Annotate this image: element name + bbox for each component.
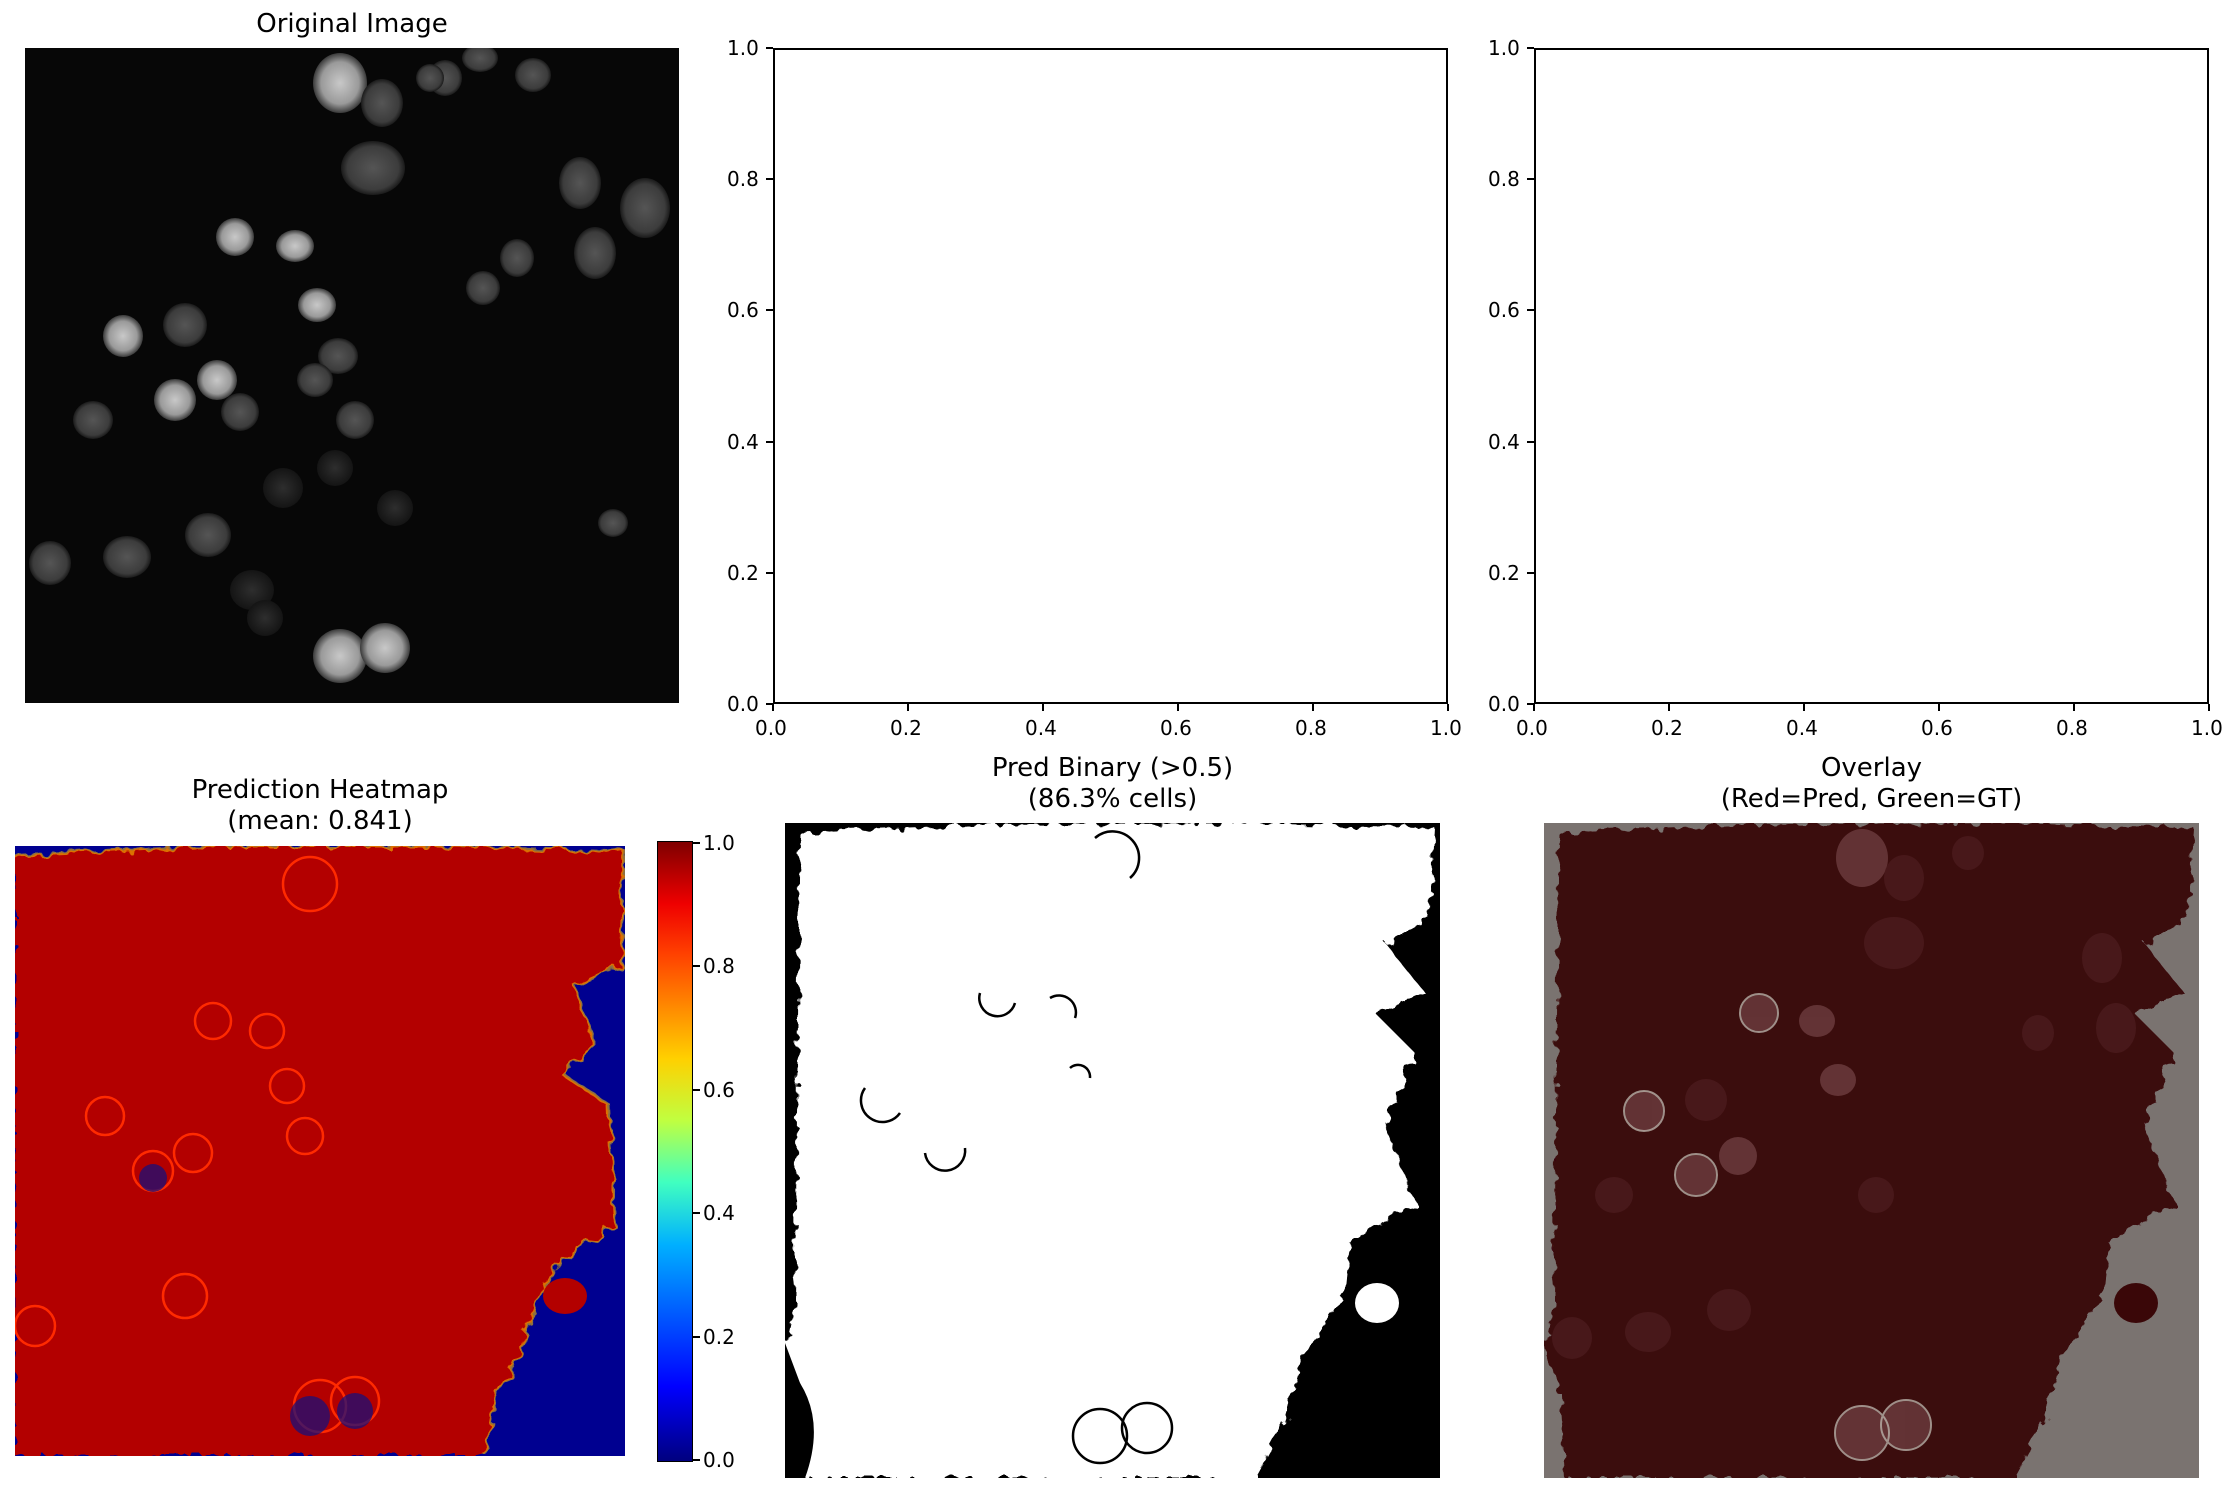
- axes1-ytick-label: 0.2: [727, 560, 759, 585]
- axes2-xtick-label: 0.4: [1786, 716, 1818, 740]
- axes1-ytick-mark: [766, 440, 773, 443]
- colorbar-tick-label: 0.0: [703, 1448, 735, 1472]
- colorbar-tick-label: 0.4: [703, 1201, 735, 1226]
- colorbar-tick-label: 1.0: [703, 831, 735, 855]
- heatmap-subtitle: (mean: 0.841): [227, 806, 413, 836]
- binary-foreground: [785, 823, 1435, 1478]
- heatmap-high-region: [15, 846, 625, 1456]
- axes2-xtick-label: 0.0: [1516, 716, 1548, 740]
- binary-regions: [785, 823, 1435, 1478]
- axes1-xtick-label: 0.6: [1160, 716, 1192, 740]
- binary-holes: [859, 830, 1174, 1465]
- axes1-ytick-label: 0.0: [727, 692, 759, 716]
- axes1-ytick-label: 0.4: [727, 429, 759, 454]
- overlay-regions: [1544, 823, 2194, 1478]
- axes1-ytick-mark: [766, 178, 773, 181]
- nuclei-bright: [103, 53, 410, 683]
- axes1-xtick-label: 0.4: [1025, 716, 1057, 740]
- axes2-xtick-mark: [1803, 704, 1805, 711]
- axes1-xtick-mark: [1447, 704, 1449, 711]
- axes2-ytick-label: 0.6: [1488, 298, 1520, 323]
- pred-binary-image: [785, 823, 1440, 1478]
- overlay-nuclei-dim: [1552, 836, 2136, 1359]
- colorbar-tick-label: 0.2: [703, 1324, 735, 1349]
- axes1-xtick-mark: [907, 704, 909, 711]
- colorbar-tick-label: 0.8: [703, 954, 735, 979]
- axes2-ytick-mark: [1527, 47, 1534, 49]
- overlay-gt-rings: [1623, 993, 1932, 1461]
- nuclei-dim: [29, 48, 670, 585]
- axes2-ytick-label: 0.4: [1488, 429, 1520, 454]
- axes2-ytick-label: 1.0: [1488, 36, 1520, 60]
- axes1-ytick-label: 1.0: [727, 36, 759, 60]
- colorbar-tick-mark: [693, 1088, 700, 1091]
- axes1-ytick-mark: [766, 571, 773, 574]
- axes1-xtick-label: 0.2: [890, 716, 922, 740]
- axes2-ytick-mark: [1527, 309, 1534, 312]
- colorbar-tick-label: 0.6: [703, 1077, 735, 1102]
- nuclei-faint: [230, 450, 413, 636]
- axes2-xtick-mark: [1668, 704, 1670, 711]
- overlay-title: Overlay: [1820, 753, 1923, 783]
- axes2-ytick-label: 0.0: [1488, 692, 1520, 716]
- overlay-pred-region: [1544, 823, 2194, 1478]
- colorbar-tick-mark: [693, 1212, 700, 1215]
- axes1-ytick-mark: [766, 47, 773, 49]
- heatmap-regions: [15, 846, 625, 1456]
- axes2-xtick-mark: [2073, 704, 2075, 711]
- axes2-xtick-mark: [2208, 704, 2210, 711]
- binary-title: Pred Binary (>0.5): [991, 753, 1234, 783]
- original-image: [25, 48, 679, 703]
- colorbar-tick-mark: [693, 1335, 700, 1338]
- heatmap-title: Prediction Heatmap: [191, 775, 449, 805]
- axes1-xtick-mark: [1177, 704, 1179, 711]
- axes2-ytick-mark: [1527, 440, 1534, 443]
- overlay-nuclei: [1625, 829, 1930, 1459]
- axes2-ytick-label: 0.8: [1488, 167, 1520, 192]
- prediction-heatmap: [15, 846, 625, 1456]
- axes2-xtick-label: 0.2: [1651, 716, 1683, 740]
- overlay-image: [1544, 823, 2199, 1478]
- original-image-title: Original Image: [256, 9, 448, 39]
- overlay-subtitle: (Red=Pred, Green=GT): [1720, 784, 2023, 814]
- heatmap-colorbar: [657, 841, 693, 1462]
- axes2-xtick-mark: [1938, 704, 1940, 711]
- original-image-nuclei: [29, 48, 670, 683]
- binary-subtitle: (86.3% cells): [1027, 784, 1198, 814]
- colorbar-tick-mark: [693, 1459, 700, 1461]
- axes1-xtick-mark: [1312, 704, 1314, 711]
- axes2-xtick-label: 0.8: [2056, 716, 2088, 740]
- axes1-ytick-label: 0.8: [727, 167, 759, 192]
- empty-axes-1: [773, 48, 1448, 704]
- axes2-ytick-mark: [1527, 178, 1534, 181]
- axes1-xtick-mark: [772, 704, 774, 711]
- empty-axes-2: [1534, 48, 2209, 704]
- axes1-ytick-mark: [766, 309, 773, 312]
- axes2-ytick-mark: [1527, 571, 1534, 574]
- colorbar-tick-mark: [693, 965, 700, 968]
- heatmap-edge-band: [15, 846, 625, 1456]
- axes2-ytick-mark: [1527, 703, 1534, 705]
- heatmap-nuclei-blue: [139, 1164, 373, 1436]
- axes1-ytick-mark: [766, 703, 773, 705]
- axes1-xtick-label: 0.8: [1295, 716, 1327, 740]
- axes1-xtick-mark: [1042, 704, 1044, 711]
- axes1-xtick-label: 1.0: [1430, 716, 1462, 740]
- axes1-ytick-label: 0.6: [727, 298, 759, 323]
- axes2-xtick-label: 0.6: [1921, 716, 1953, 740]
- axes2-xtick-label: 1.0: [2191, 716, 2223, 740]
- axes2-xtick-mark: [1533, 704, 1535, 711]
- axes1-xtick-label: 0.0: [755, 716, 787, 740]
- colorbar-tick-mark: [693, 842, 700, 844]
- axes2-ytick-label: 0.2: [1488, 560, 1520, 585]
